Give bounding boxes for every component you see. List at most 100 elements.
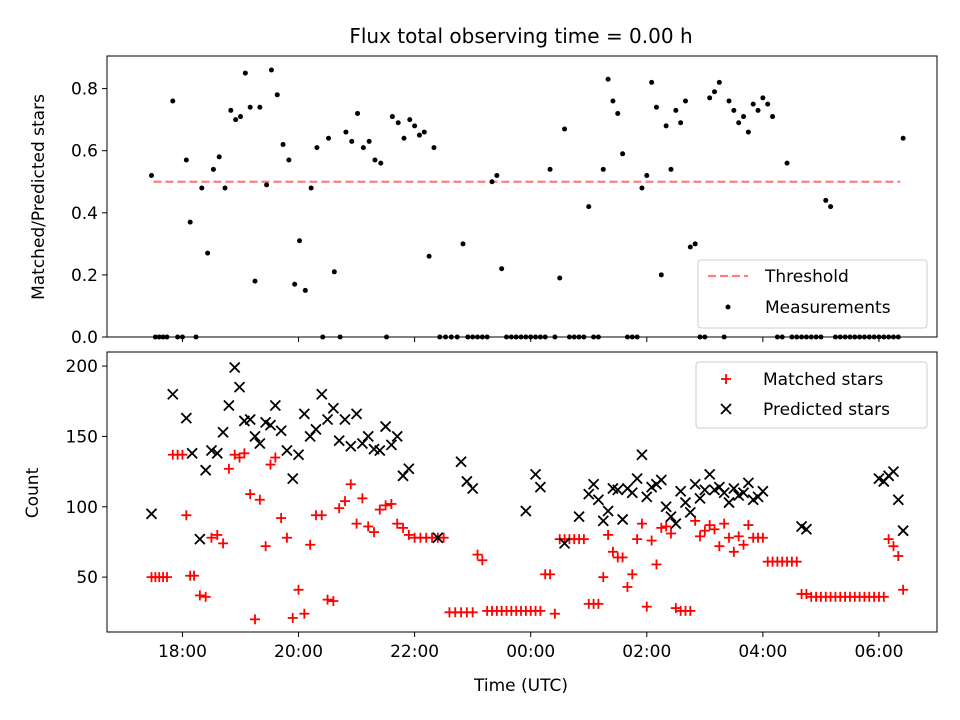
predicted-star-point <box>718 487 730 499</box>
measurement-point <box>620 151 626 157</box>
predicted-star-point <box>529 468 542 481</box>
matched-star-point <box>287 612 298 623</box>
matched-star-point <box>265 459 276 470</box>
count-y-axis-label: Count <box>23 467 43 518</box>
measurement-point <box>297 238 303 244</box>
ratio-legend-box <box>697 259 928 329</box>
measurement-point <box>320 334 326 340</box>
measurement-point <box>552 334 558 340</box>
predicted-star-point <box>333 435 345 447</box>
measurement-point <box>755 107 761 113</box>
predicted-star-point <box>684 506 696 519</box>
predicted-star-point <box>592 494 605 506</box>
predicted-star-point <box>636 449 648 461</box>
predicted-star-point <box>310 423 322 436</box>
measurement-point <box>741 114 747 120</box>
matched-star-point <box>622 581 633 592</box>
predicted-star-point <box>211 447 223 459</box>
measurement-point <box>366 138 372 144</box>
predicted-star-point <box>432 532 444 544</box>
measurement-point <box>384 334 390 340</box>
predicted-star-point <box>316 388 328 400</box>
matched-star-point <box>293 584 304 595</box>
predicted-star-point <box>345 440 357 452</box>
measurement-point <box>494 173 500 179</box>
measurement-point <box>876 334 882 340</box>
predicted-stars-points <box>145 361 909 549</box>
measurement-point <box>745 129 751 135</box>
predicted-star-point <box>641 491 653 503</box>
predicted-star-point <box>897 525 909 537</box>
measurement-point <box>302 287 308 293</box>
measurement-point <box>808 334 814 340</box>
measurement-point <box>542 334 548 340</box>
measurement-point <box>731 107 737 113</box>
predicted-star-point <box>704 468 716 481</box>
matched-star-point <box>651 559 662 570</box>
matched-star-point <box>194 590 205 601</box>
measurement-point <box>523 334 529 340</box>
ratio-legend: Threshold Measurements <box>697 259 928 329</box>
predicted-star-point <box>887 465 900 478</box>
predicted-star-point <box>186 447 198 459</box>
legend-matched-label: Matched stars <box>763 370 883 390</box>
x-tick-label: 00:00 <box>506 642 555 662</box>
predicted-star-point <box>583 488 595 500</box>
measurement-point <box>205 250 211 256</box>
x-tick-label: 18:00 <box>158 642 207 662</box>
matched-star-point <box>578 534 589 545</box>
measurement-point <box>407 117 413 123</box>
matched-star-point <box>724 532 735 543</box>
matched-star-point <box>694 531 705 542</box>
measurement-point <box>736 120 742 126</box>
measurement-point <box>164 334 170 340</box>
predicted-star-point <box>287 472 299 485</box>
matched-star-point <box>603 529 614 540</box>
measurement-point <box>210 166 216 172</box>
measurement-point <box>228 107 234 113</box>
count-y-tick-label: 200 <box>66 357 98 377</box>
ratio-panel: 0.00.20.40.60.8 Matched/Predicted stars … <box>29 55 938 348</box>
measurement-point <box>562 126 568 132</box>
legend-matched-swatch <box>721 374 731 384</box>
matched-star-point <box>549 608 560 619</box>
predicted-star-point <box>281 444 293 457</box>
matched-star-point <box>328 596 339 607</box>
measurement-point <box>557 275 563 281</box>
legend-measurements-swatch <box>725 304 731 310</box>
measurement-point <box>629 334 635 340</box>
measurement-point <box>378 160 384 166</box>
matched-star-point <box>212 529 223 540</box>
measurement-point <box>900 135 906 141</box>
count-x-ticks: 18:00 20:00 22:00 00:00 02:00 04:00 06:00 <box>158 632 903 662</box>
measurement-point <box>152 334 158 340</box>
predicted-star-point <box>269 399 281 412</box>
x-axis-label: Time (UTC) <box>473 676 568 696</box>
matched-star-point <box>665 528 676 539</box>
matched-star-point <box>878 591 889 602</box>
matched-star-point <box>260 541 271 552</box>
predicted-star-point <box>689 478 701 490</box>
matched-star-point <box>276 513 287 524</box>
measurement-point <box>479 334 485 340</box>
measurement-point <box>687 244 693 250</box>
measurement-point <box>789 334 795 340</box>
measurement-point <box>668 166 674 172</box>
predicted-star-point <box>694 492 706 504</box>
matched-star-point <box>593 598 604 609</box>
measurement-point <box>264 182 270 188</box>
predicted-star-point <box>385 439 398 451</box>
matched-star-point <box>206 532 217 543</box>
predicted-star-point <box>229 361 241 374</box>
ratio-y-tick-label: 0.6 <box>71 142 98 162</box>
measurement-point <box>508 334 514 340</box>
count-legend: Matched stars Predicted stars <box>695 361 928 429</box>
predicted-star-point <box>520 505 532 517</box>
predicted-star-point <box>655 474 667 486</box>
matched-star-point <box>472 549 483 560</box>
predicted-star-point <box>573 510 585 523</box>
measurement-point <box>847 334 853 340</box>
measurement-point <box>513 334 519 340</box>
measurement-point <box>678 120 684 126</box>
measurement-point <box>274 92 280 98</box>
